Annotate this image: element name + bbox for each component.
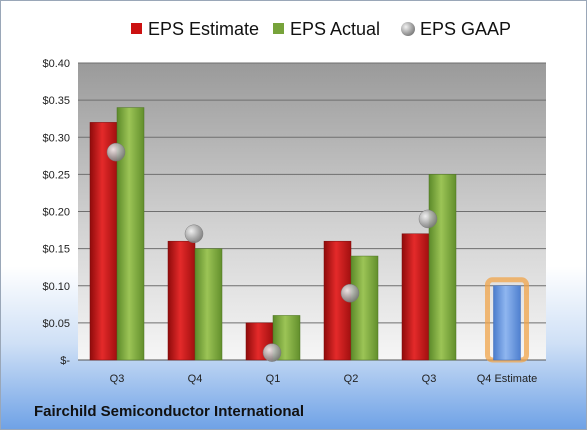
eps-gaap-marker (340, 283, 360, 303)
y-tick-label: $0.10 (42, 281, 70, 293)
eps-estimate-bar (401, 233, 430, 361)
legend-swatch-eps-gaap (401, 22, 415, 36)
company-name: Fairchild Semiconductor International (34, 403, 305, 420)
eps-gaap-marker (106, 142, 126, 162)
eps-estimate-bar (167, 240, 196, 361)
y-tick-label: $0.15 (42, 244, 70, 256)
legend-swatch-eps-actual (273, 23, 284, 34)
legend-swatch-eps-estimate (131, 23, 142, 34)
legend-label: EPS Actual (290, 19, 380, 39)
y-tick-label: $0.30 (42, 132, 70, 144)
y-tick-label: $0.25 (42, 169, 70, 181)
eps-actual-bar (194, 248, 223, 361)
x-tick-label: Q1 (266, 373, 281, 385)
legend-label: EPS Estimate (148, 19, 259, 39)
y-tick-label: $0.40 (42, 58, 70, 70)
eps-actual-bar (428, 174, 457, 361)
eps-gaap-marker (262, 343, 282, 362)
y-tick-label: $0.05 (42, 318, 70, 330)
x-tick-label: Q4 (188, 373, 203, 385)
eps-gaap-marker (184, 224, 204, 244)
eps-estimate-bar (89, 122, 118, 361)
q4-estimate-bar (493, 285, 521, 361)
y-tick-label: $- (60, 355, 70, 367)
y-tick-label: $0.35 (42, 95, 70, 107)
x-tick-label: Q4 Estimate (477, 373, 538, 385)
eps-gaap-marker (418, 209, 438, 229)
legend-label: EPS GAAP (420, 19, 511, 39)
x-tick-label: Q3 (110, 373, 125, 385)
y-tick-label: $0.20 (42, 207, 70, 219)
x-tick-label: Q2 (344, 373, 359, 385)
x-tick-label: Q3 (422, 373, 437, 385)
eps-actual-bar (350, 255, 379, 361)
